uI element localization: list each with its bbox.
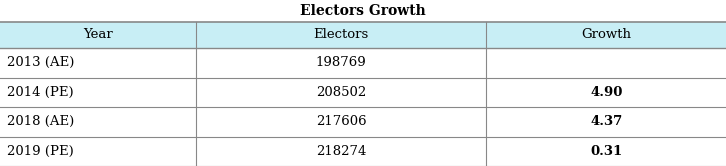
- Bar: [0, 48, 726, 78]
- Bar: [0, 136, 726, 166]
- Text: 2013 (AE): 2013 (AE): [7, 56, 75, 69]
- Text: 2019 (PE): 2019 (PE): [7, 145, 74, 158]
- Text: Electors: Electors: [314, 29, 369, 42]
- Text: 208502: 208502: [316, 86, 367, 99]
- Bar: [0, 22, 726, 48]
- Text: 2014 (PE): 2014 (PE): [7, 86, 74, 99]
- Bar: [0, 107, 726, 136]
- Text: 218274: 218274: [316, 145, 367, 158]
- Text: 198769: 198769: [316, 56, 367, 69]
- Text: 2018 (AE): 2018 (AE): [7, 115, 75, 128]
- Text: 4.90: 4.90: [590, 86, 622, 99]
- Bar: [0, 78, 726, 107]
- Text: 0.31: 0.31: [590, 145, 622, 158]
- Bar: [0, 0, 726, 22]
- Text: 4.37: 4.37: [590, 115, 622, 128]
- Text: 217606: 217606: [316, 115, 367, 128]
- Text: Electors Growth: Electors Growth: [300, 4, 426, 18]
- Text: Growth: Growth: [582, 29, 631, 42]
- Text: Year: Year: [83, 29, 113, 42]
